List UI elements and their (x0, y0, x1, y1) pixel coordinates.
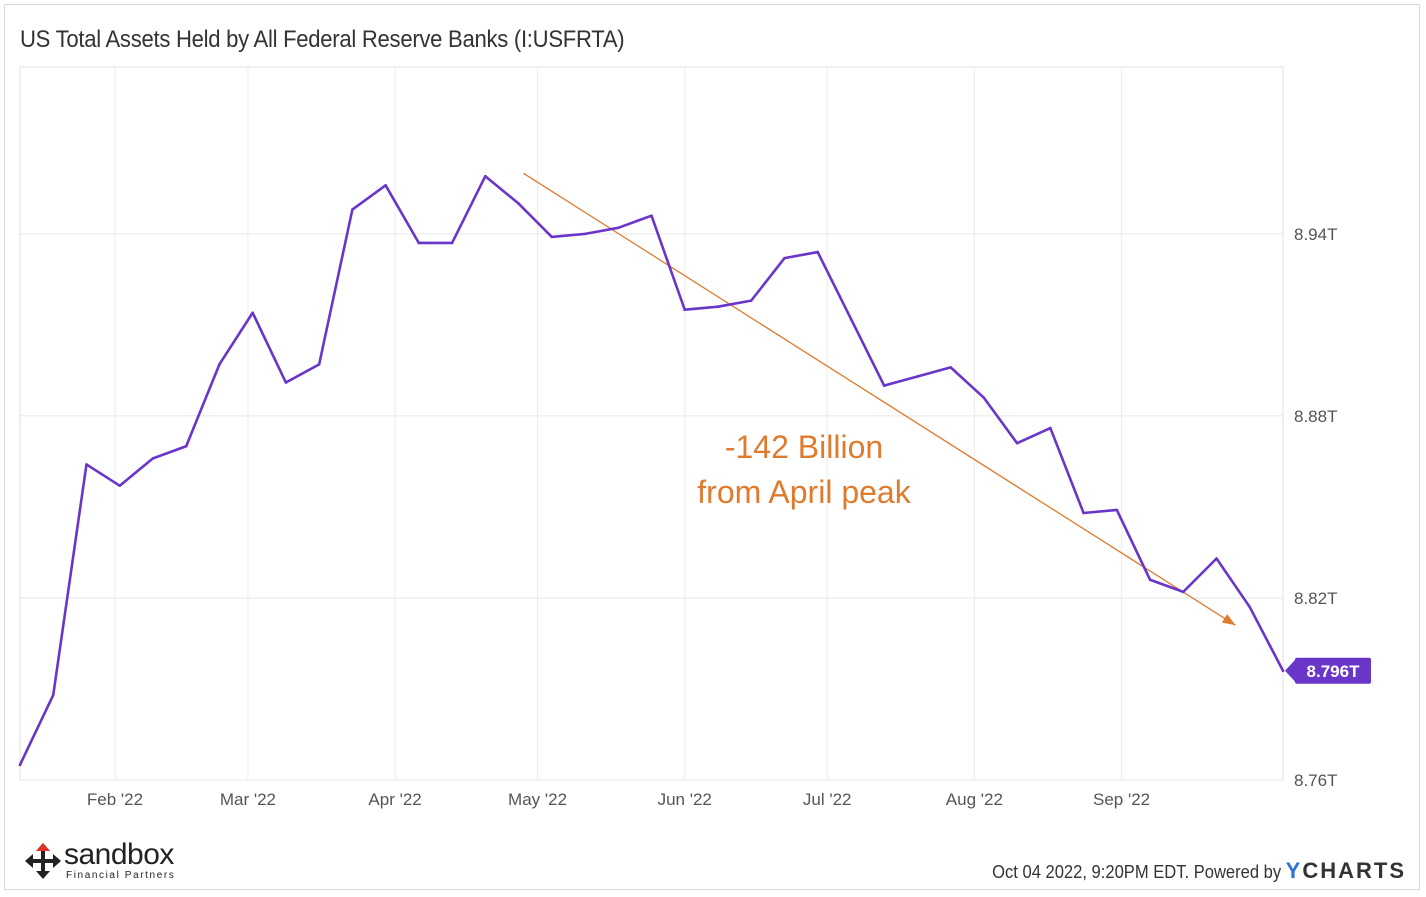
data-point (218, 363, 221, 366)
last-value-badge (1295, 657, 1371, 684)
logo-tagline: Financial Partners (66, 870, 176, 881)
data-point (916, 375, 919, 378)
data-point (1248, 605, 1252, 609)
data-point (650, 214, 653, 217)
data-point (783, 256, 786, 260)
data-point (284, 381, 288, 384)
ycharts-brand-y: Y (1285, 858, 1303, 883)
x-tick-label: Jul '22 (803, 790, 852, 809)
last-value-badge-pointer (1285, 657, 1297, 684)
x-tick-label: Feb '22 (87, 790, 143, 809)
data-point (118, 484, 122, 487)
footer-credit: Oct 04 2022, 9:20PM EDT. Powered by YCHA… (967, 858, 1406, 884)
data-point (816, 250, 819, 254)
move-arrows-icon (25, 843, 61, 879)
x-tick-label: Mar '22 (220, 790, 276, 809)
ycharts-brand[interactable]: YCHARTS (1286, 858, 1406, 884)
x-tick-label: Aug '22 (946, 790, 1003, 809)
chart-title: US Total Assets Held by All Federal Rese… (20, 26, 625, 53)
data-point (517, 202, 520, 205)
data-point (616, 226, 620, 230)
data-point (85, 463, 88, 466)
data-point (1215, 557, 1218, 560)
data-point (849, 317, 853, 321)
sandbox-logo: sandbox Financial Partners (24, 838, 194, 886)
data-point (982, 396, 986, 400)
data-point (550, 235, 554, 239)
annotation-arrowhead (1221, 614, 1236, 626)
footer-timestamp: Oct 04 2022, 9:20PM EDT. Powered by (992, 862, 1282, 882)
x-tick-label: Jun '22 (658, 790, 712, 809)
data-point (1115, 508, 1119, 512)
data-point (51, 693, 55, 697)
data-point (351, 208, 354, 211)
data-point (251, 311, 254, 315)
annotation-text: from April peak (697, 474, 911, 510)
annotation-arrow-line (522, 172, 1236, 626)
data-point (450, 241, 454, 245)
data-point (1148, 578, 1152, 582)
data-point (1015, 441, 1019, 445)
x-tick-label: Sep '22 (1093, 790, 1150, 809)
logo-name: sandbox (64, 838, 174, 871)
data-point (184, 444, 188, 448)
data-point (1082, 511, 1085, 515)
y-tick-label: 8.94T (1294, 225, 1337, 244)
data-point (683, 308, 687, 312)
data-point (1049, 426, 1052, 430)
data-point (1181, 590, 1185, 594)
ycharts-brand-rest: CHARTS (1302, 858, 1406, 883)
data-point (716, 305, 720, 308)
data-point (882, 384, 886, 387)
annotation-text: -142 Billion (725, 429, 883, 465)
data-point (417, 241, 421, 245)
data-point (384, 184, 387, 187)
series-line (18, 174, 1285, 767)
chart-frame (4, 4, 1420, 890)
data-point (484, 174, 487, 178)
x-tick-label: Apr '22 (368, 790, 421, 809)
data-point (317, 363, 321, 366)
y-tick-label: 8.82T (1294, 589, 1337, 608)
last-value-label: 8.796T (1307, 662, 1361, 681)
x-tick-label: May '22 (508, 790, 567, 809)
data-point (749, 299, 753, 302)
plot-area (19, 66, 1284, 781)
data-point (18, 763, 22, 767)
y-tick-label: 8.76T (1294, 771, 1337, 790)
data-point (949, 366, 952, 369)
y-tick-label: 8.88T (1294, 407, 1337, 426)
data-point (151, 457, 155, 460)
data-point (583, 232, 587, 236)
data-point (1281, 669, 1285, 673)
